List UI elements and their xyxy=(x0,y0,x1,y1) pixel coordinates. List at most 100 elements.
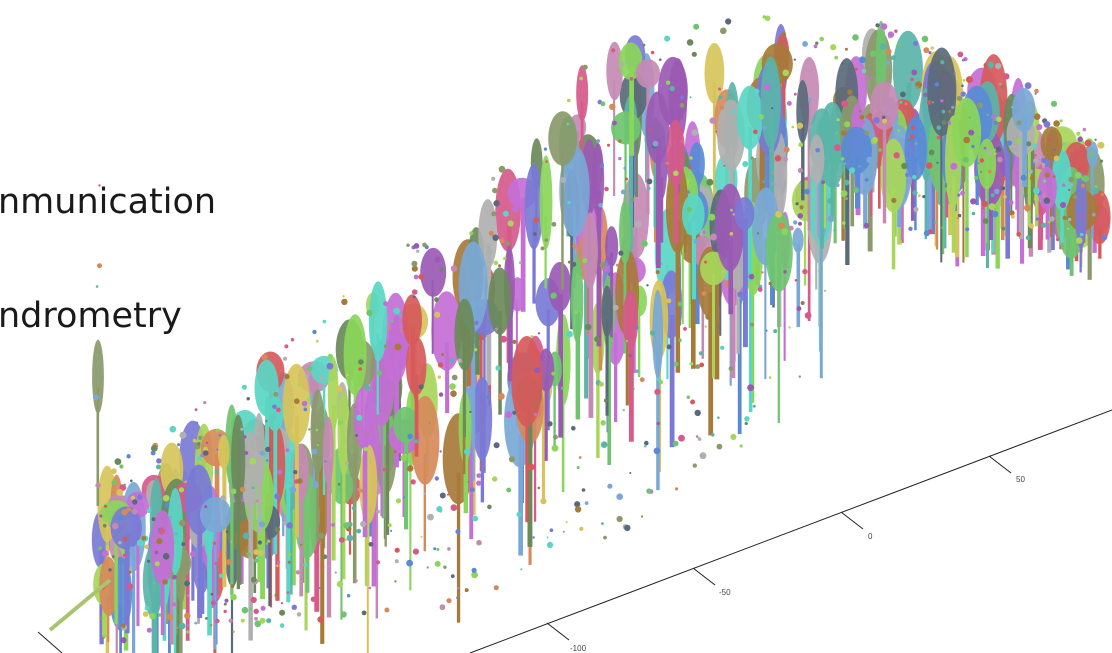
cloud-point xyxy=(763,83,771,91)
cloud-point xyxy=(618,139,622,143)
cloud-point xyxy=(422,242,427,248)
cloud-point xyxy=(693,23,700,30)
cloud-point xyxy=(116,489,124,496)
cloud-point xyxy=(987,61,994,69)
cloud-point xyxy=(787,101,792,106)
tree-crown xyxy=(606,41,623,101)
cloud-point xyxy=(796,122,804,129)
cloud-point xyxy=(439,604,446,611)
cloud-point xyxy=(316,444,319,446)
cloud-point xyxy=(551,371,556,376)
cloud-point xyxy=(272,404,277,410)
cloud-point xyxy=(1016,120,1022,126)
cloud-point xyxy=(858,56,866,64)
cloud-point xyxy=(753,88,760,95)
cloud-point xyxy=(253,608,259,614)
cloud-point xyxy=(447,493,449,496)
cloud-point xyxy=(840,190,848,198)
tree-stem xyxy=(845,107,850,265)
cloud-point xyxy=(625,339,628,343)
cloud-point xyxy=(968,129,975,136)
cloud-point xyxy=(169,425,177,433)
cloud-point xyxy=(747,384,754,392)
cloud-point xyxy=(346,594,351,598)
cloud-point xyxy=(166,613,174,621)
tree-stem xyxy=(207,531,212,636)
cloud-point xyxy=(975,100,979,104)
cloud-point xyxy=(197,442,201,446)
cloud-point xyxy=(574,501,581,508)
tree-stem xyxy=(759,113,765,194)
cloud-point xyxy=(225,530,229,533)
cloud-point xyxy=(844,47,848,51)
cloud-point xyxy=(98,184,101,187)
cloud-point xyxy=(187,511,190,515)
tree-crown xyxy=(548,262,572,312)
tree-stem xyxy=(409,440,412,591)
cloud-point xyxy=(909,143,915,149)
cloud-point xyxy=(276,407,281,413)
cloud-point xyxy=(841,100,848,108)
tree-crown xyxy=(431,291,462,371)
cloud-point xyxy=(218,573,224,578)
cloud-point xyxy=(254,558,259,563)
cloud-point xyxy=(383,344,388,348)
cloud-point xyxy=(324,460,327,463)
cloud-point xyxy=(980,170,983,173)
tree-stem xyxy=(541,391,546,502)
cloud-point xyxy=(702,230,706,234)
tree-crown xyxy=(591,143,605,218)
cloud-point xyxy=(1053,148,1056,151)
cloud-point xyxy=(450,504,458,511)
cloud-point xyxy=(146,627,152,633)
tree-stem xyxy=(610,252,613,338)
tick-mark xyxy=(988,455,1012,474)
tree-stem xyxy=(863,168,868,229)
cloud-point xyxy=(921,35,929,43)
tree-stem xyxy=(728,240,733,315)
cloud-point xyxy=(493,200,500,207)
tree-crown xyxy=(1040,126,1063,161)
tree-crown xyxy=(218,435,230,469)
tree-stem xyxy=(1034,189,1039,227)
cloud-point xyxy=(301,400,308,407)
cloud-point xyxy=(176,626,179,630)
cloud-point xyxy=(506,487,512,493)
tree-stem xyxy=(815,166,818,290)
cloud-point xyxy=(982,218,989,224)
cloud-point xyxy=(467,386,470,389)
cloud-point xyxy=(1026,141,1032,147)
tree-stem xyxy=(878,146,881,209)
cloud-point xyxy=(437,375,441,379)
tree-stem xyxy=(463,345,466,438)
cloud-point xyxy=(212,541,217,545)
cloud-point xyxy=(232,630,235,633)
cloud-point xyxy=(986,113,989,116)
cloud-point xyxy=(941,226,945,230)
cloud-point xyxy=(813,44,818,49)
cloud-point xyxy=(274,493,281,500)
cloud-point xyxy=(840,157,845,161)
cloud-point xyxy=(540,246,545,251)
cloud-point xyxy=(337,420,343,426)
cloud-point xyxy=(334,571,337,574)
tree-stem xyxy=(179,578,183,653)
tree-crown xyxy=(393,406,418,443)
tree-crown xyxy=(478,199,498,269)
cloud-point xyxy=(376,509,381,514)
cloud-point xyxy=(356,528,362,534)
tree-crown xyxy=(253,412,265,491)
cloud-point xyxy=(603,398,608,403)
tree-stem xyxy=(371,460,377,587)
cloud-point xyxy=(762,126,767,130)
tree-stem xyxy=(841,104,845,241)
cloud-point xyxy=(995,146,1002,152)
cloud-point xyxy=(936,125,942,130)
cloud-point xyxy=(368,586,372,590)
cloud-point xyxy=(817,269,821,272)
cloud-point xyxy=(434,311,441,318)
cloud-point xyxy=(683,327,687,331)
cloud-point xyxy=(260,605,266,611)
cloud-point xyxy=(582,64,588,70)
cloud-point xyxy=(957,213,962,218)
